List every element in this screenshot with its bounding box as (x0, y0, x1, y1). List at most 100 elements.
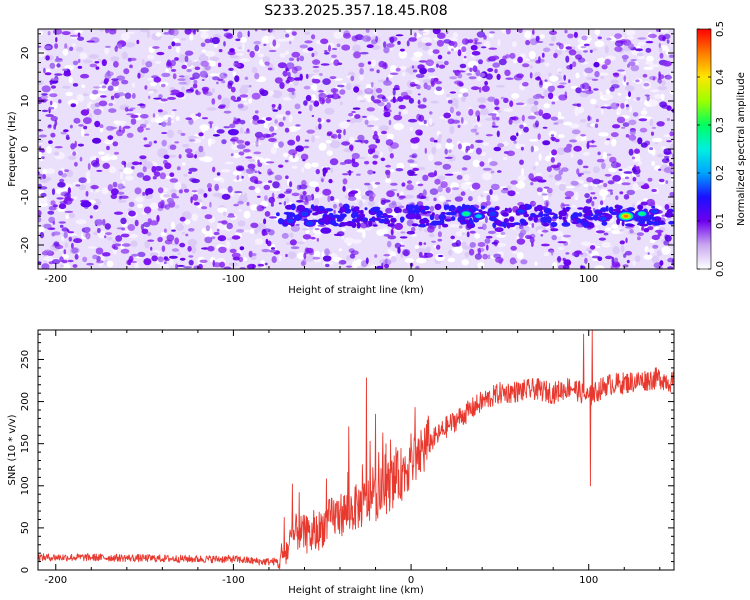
heatmap-cell (385, 207, 393, 214)
heatmap-cell (310, 85, 315, 90)
heatmap-cell (76, 93, 85, 102)
band-cell (312, 212, 319, 216)
heatmap-cell (636, 97, 641, 101)
heatmap-cell (249, 50, 255, 58)
heatmap-cell (278, 141, 284, 148)
heatmap-cell (619, 228, 625, 232)
heatmap-cell (274, 77, 283, 84)
heatmap-cell (356, 173, 361, 176)
heatmap-cell (314, 135, 320, 139)
heatmap-cell (429, 205, 435, 212)
heatmap-cell (237, 103, 244, 109)
heatmap-cell (545, 201, 549, 209)
heatmap-cell (187, 238, 198, 247)
heatmap-cell (595, 118, 599, 123)
heatmap-cell (73, 238, 83, 244)
band-cell (474, 208, 479, 211)
heatmap-cell (382, 96, 386, 100)
heatmap-cell (114, 45, 118, 53)
heatmap-cell (142, 191, 146, 196)
heatmap-cell (271, 90, 283, 99)
heatmap-cell (550, 164, 560, 169)
heatmap-cell (171, 110, 175, 119)
heatmap-cell (86, 262, 94, 266)
y-tick-label: 10 (20, 95, 31, 108)
heatmap-cell (278, 103, 282, 111)
heatmap-cell (331, 93, 340, 100)
heatmap-cell (199, 259, 208, 263)
heatmap-cell (587, 227, 592, 231)
heatmap-cell (438, 195, 446, 202)
heatmap-cell (264, 211, 271, 217)
heatmap-cell (223, 110, 232, 114)
heatmap-cell (274, 119, 278, 124)
heatmap-cell (123, 161, 127, 168)
heatmap-cell (358, 62, 365, 68)
heatmap-cell (344, 159, 353, 165)
heatmap-cell (226, 222, 233, 230)
band-cell (434, 203, 442, 211)
heatmap-cell (610, 191, 613, 196)
heatmap-cell (449, 76, 458, 80)
heatmap-cell (47, 210, 55, 215)
heatmap-cell (468, 108, 474, 116)
heatmap-cell (207, 138, 212, 147)
heatmap-cell (408, 37, 418, 42)
heatmap-cell (312, 193, 323, 198)
heatmap-cell (605, 255, 613, 260)
heatmap-cell (328, 178, 333, 184)
heatmap-cell (589, 98, 597, 105)
heatmap-cell (649, 64, 660, 68)
heatmap-cell (481, 85, 490, 92)
band-cell (548, 212, 556, 216)
heatmap-cell (101, 187, 109, 195)
heatmap-cell (38, 79, 44, 86)
band-cell (536, 204, 544, 212)
heatmap-cell (74, 161, 78, 167)
heatmap-cell (346, 119, 351, 122)
heatmap-cell (507, 190, 516, 197)
heatmap-cell (543, 252, 549, 257)
heatmap-cell (624, 176, 630, 180)
heatmap-cell (229, 123, 236, 129)
heatmap-cell (622, 122, 630, 127)
heatmap-cell (193, 79, 198, 85)
heatmap-cell (38, 216, 42, 223)
heatmap-cell (41, 263, 50, 269)
heatmap-cell (65, 91, 73, 97)
heatmap-cell (375, 138, 381, 144)
heatmap-cell (386, 190, 395, 198)
heatmap-cell (143, 137, 148, 141)
heatmap-cell (409, 127, 413, 132)
heatmap-cell (78, 177, 87, 184)
heatmap-cell (118, 195, 123, 200)
heatmap-cell (304, 139, 310, 142)
heatmap-cell (174, 196, 179, 199)
heatmap-cell (359, 100, 366, 103)
heatmap-cell (54, 43, 59, 49)
band-cell (504, 207, 508, 212)
heatmap-cell (430, 80, 435, 87)
heatmap-cell (511, 116, 519, 121)
heatmap-cell (354, 114, 361, 119)
heatmap-cell (319, 73, 323, 76)
heatmap-cell (116, 92, 126, 97)
peak-contour (623, 214, 629, 218)
heatmap-cell (351, 35, 359, 42)
heatmap-cell (230, 95, 236, 101)
heatmap-cell (187, 245, 192, 252)
heatmap-cell (271, 106, 275, 111)
heatmap-cell (270, 146, 277, 155)
heatmap-cell (50, 200, 56, 206)
heatmap-cell (461, 46, 467, 53)
heatmap-cell (185, 91, 193, 94)
heatmap-cell (642, 73, 648, 78)
heatmap-cell (263, 218, 267, 225)
heatmap-cell (243, 210, 251, 219)
heatmap-cell (422, 46, 430, 51)
heatmap-cell (339, 162, 347, 165)
heatmap-cell (449, 125, 455, 135)
heatmap-cell (166, 121, 172, 126)
heatmap-cell (225, 240, 231, 249)
heatmap-cell (627, 36, 635, 40)
